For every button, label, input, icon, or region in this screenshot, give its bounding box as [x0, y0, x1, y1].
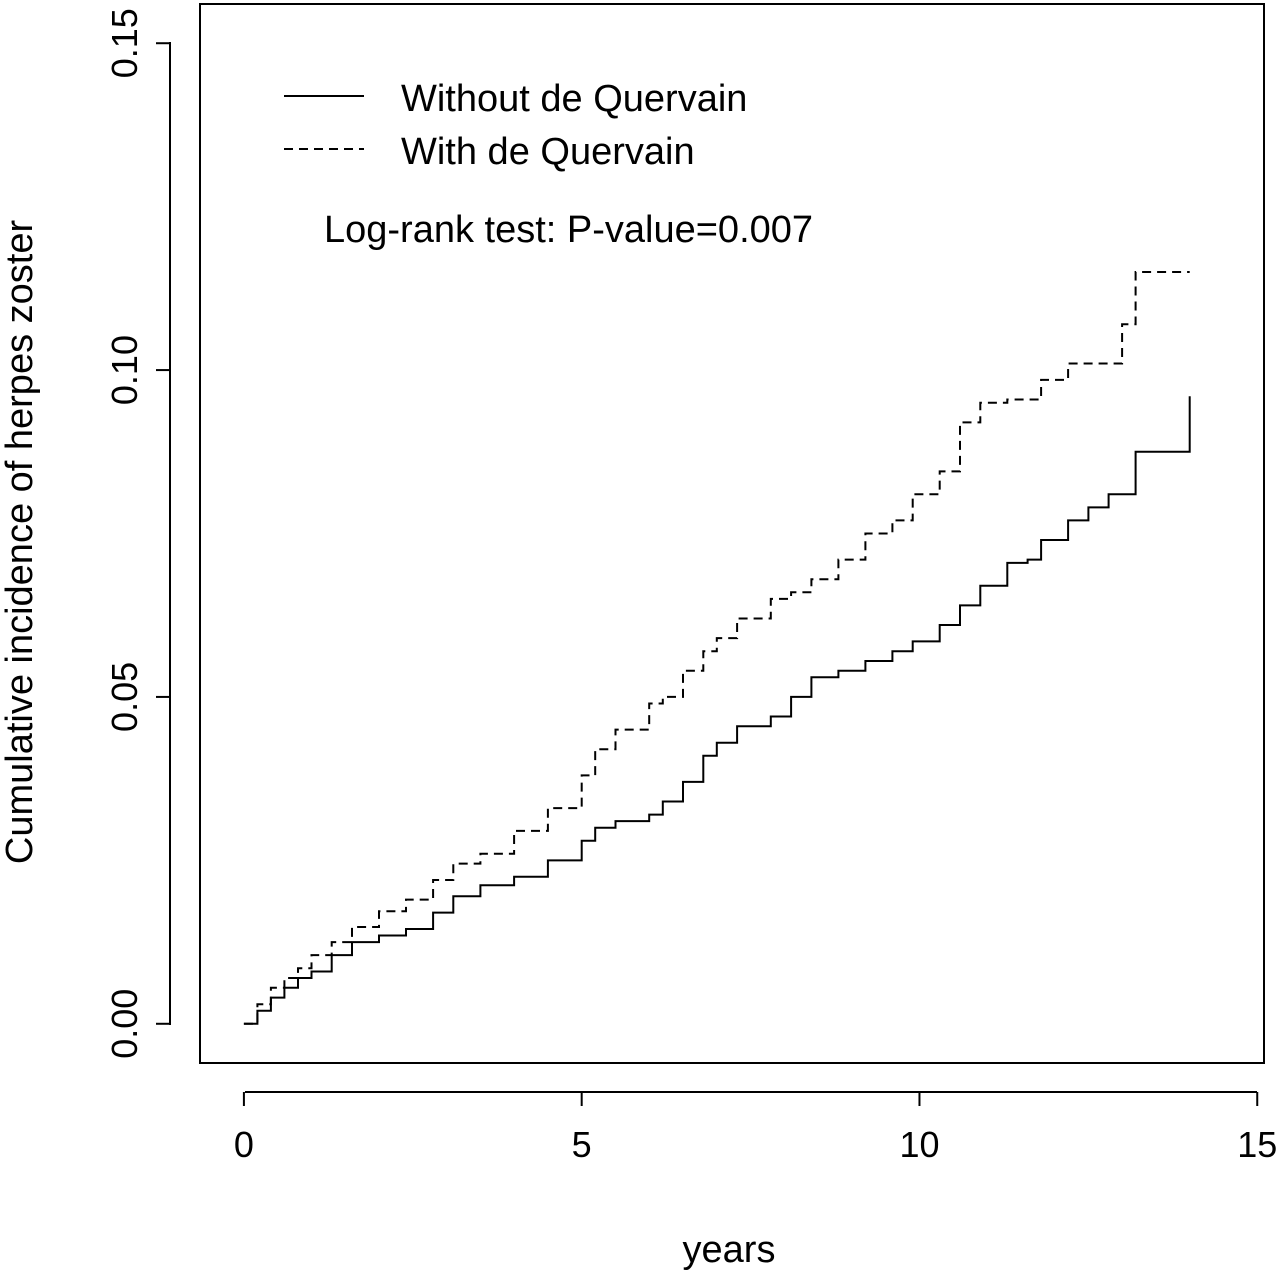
series-line-without-de-quervain	[243, 396, 1191, 1025]
legend-label-without: Without de Quervain	[401, 78, 747, 120]
plot-frame	[199, 3, 1265, 1064]
logrank-annotation: Log-rank test: P-value=0.007	[324, 209, 813, 251]
x-tick-label: 0	[234, 1124, 254, 1165]
y-tick-label: 0.05	[104, 662, 145, 732]
legend: Without de Quervain With de Quervain	[284, 78, 747, 173]
x-tick-label: 5	[572, 1124, 592, 1165]
x-tick-label: 15	[1237, 1124, 1277, 1165]
y-axis-title: Cumulative incidence of herpes zoster	[0, 220, 41, 865]
x-axis: 0 5 10 15	[234, 1091, 1277, 1165]
x-tick-label: 10	[899, 1124, 939, 1165]
x-axis-title: years	[683, 1229, 776, 1271]
legend-label-with: With de Quervain	[401, 131, 695, 173]
y-axis: 0.00 0.05 0.10 0.15	[104, 8, 171, 1059]
y-tick-label: 0.00	[104, 989, 145, 1059]
y-tick-label: 0.10	[104, 335, 145, 405]
series-layer	[243, 271, 1191, 1025]
series-line-with-de-quervain	[243, 271, 1190, 1025]
y-tick-label: 0.15	[104, 8, 145, 78]
